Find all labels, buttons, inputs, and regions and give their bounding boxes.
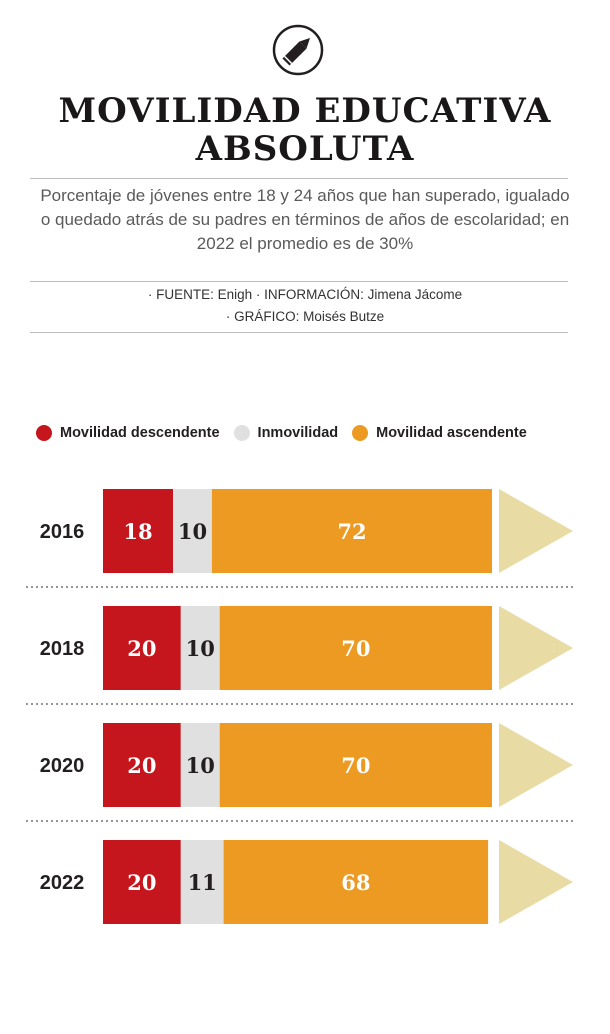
credits-graphic: · GRÁFICO: Moisés Butze [225,309,385,324]
bar-segment-ascendente-2022 [223,840,489,924]
bar-segment-ascendente-2020 [219,723,492,807]
bar-segment-inmovilidad-2020 [180,723,220,807]
pencil-logo [272,24,324,76]
title-line-1: MOVILIDAD EDUCATIVA [58,91,552,131]
legend-item-inmovilidad: Inmovilidad [233,425,339,441]
bar-segment-descendente-2016 [103,489,174,573]
bar-segment-descendente-2020 [103,723,181,807]
legend-swatch-inmovilidad [233,425,250,441]
value-label-descendente-2020: 20 [127,753,156,778]
pencil-tip-2018 [499,606,573,690]
credits-source: · FUENTE: Enigh · INFORMACIÓN: Jimena Já… [147,287,463,302]
title-line-2: ABSOLUTA [195,129,415,169]
bar-segment-ascendente-2018 [219,606,492,690]
bar-segment-inmovilidad-2018 [180,606,220,690]
bar-segment-descendente-2018 [103,606,181,690]
pencil-icon [272,24,324,76]
year-label-2018: 2018 [40,638,85,660]
title-divider [30,178,568,179]
credits-divider-top [30,281,568,282]
year-label-2022: 2022 [40,872,85,894]
bar-segment-ascendente-2016 [211,489,493,573]
bar-row-2020: 2020 20 10 70 [26,723,576,822]
bar-row-2018: 2018 20 10 70 [26,606,576,705]
bar-row-2016: 2016 18 10 72 [26,489,576,588]
legend-item-descendente: Movilidad descendente [36,425,220,441]
value-label-descendente-2022: 20 [127,870,156,895]
value-label-descendente-2016: 18 [123,519,152,544]
subtitle: Porcentaje de jóvenes entre 18 y 24 años… [40,186,570,253]
year-label-2020: 2020 [40,755,85,777]
bar-segment-inmovilidad-2016 [173,489,212,573]
legend-label-ascendente: Movilidad ascendente [376,425,527,441]
year-label-2016: 2016 [40,521,85,543]
value-label-inmovilidad-2020: 10 [186,753,215,778]
value-label-inmovilidad-2022: 11 [188,870,217,895]
chart-title: MOVILIDAD EDUCATIVA ABSOLUTA [0,92,610,168]
value-label-ascendente-2018: 70 [341,636,370,661]
value-label-inmovilidad-2018: 10 [186,636,215,661]
pencil-tip-2016 [499,489,573,573]
credits: · FUENTE: Enigh · INFORMACIÓN: Jimena Já… [0,284,610,328]
value-label-ascendente-2020: 70 [341,753,370,778]
pencil-tip-2022 [499,840,573,924]
legend-swatch-ascendente [352,425,369,441]
value-label-inmovilidad-2016: 10 [178,519,207,544]
value-label-descendente-2018: 20 [127,636,156,661]
legend-swatch-descendente [36,425,52,441]
legend: Movilidad descendente Inmovilidad Movili… [36,422,527,444]
pencil-tip-2020 [499,723,573,807]
legend-label-inmovilidad: Inmovilidad [257,425,339,441]
bar-segment-inmovilidad-2022 [180,840,224,924]
legend-item-ascendente: Movilidad ascendente [352,425,527,441]
bar-segment-descendente-2022 [103,840,181,924]
bar-row-2022: 2022 20 11 68 [40,840,573,924]
value-label-ascendente-2022: 68 [341,870,370,895]
legend-label-descendente: Movilidad descendente [60,425,220,441]
credits-divider-bottom [30,332,568,333]
value-label-ascendente-2016: 72 [337,519,366,544]
